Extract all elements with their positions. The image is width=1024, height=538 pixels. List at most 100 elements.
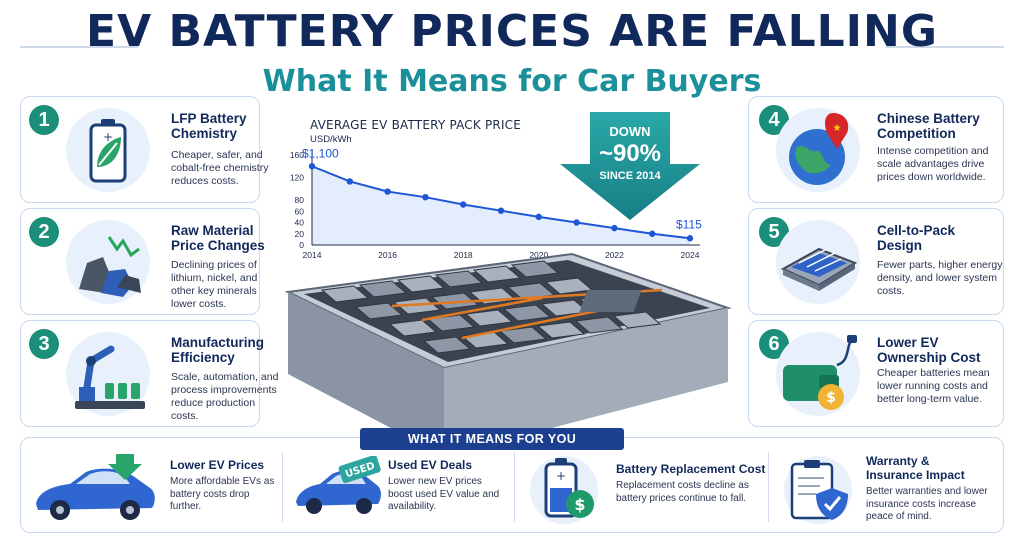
car-down-arrow-icon xyxy=(36,454,155,520)
card-lfp: 1 + LFP Battery Chemistry Cheaper, safer… xyxy=(20,96,268,203)
divider xyxy=(514,452,515,522)
bottom-item-text: More affordable EVs as battery costs dro… xyxy=(170,476,275,512)
battery-cell xyxy=(422,336,472,354)
battery-cell xyxy=(502,304,552,322)
card-title: Cell-to-Pack Design xyxy=(877,223,956,253)
card-title: Manufacturing Efficiency xyxy=(171,335,264,365)
bottom-item-text: Replacement costs decline as battery pri… xyxy=(616,480,749,504)
card-title: Chinese Battery Competition xyxy=(877,111,980,141)
y-tick-label: 40 xyxy=(295,218,305,228)
bottom-item-text: Better warranties and lower insurance co… xyxy=(866,486,988,522)
bottom-item-title: Used EV Deals xyxy=(388,458,473,472)
clipboard-shield-icon xyxy=(784,456,852,524)
data-point xyxy=(308,163,316,170)
battery-cell xyxy=(426,314,476,332)
data-point xyxy=(686,235,694,242)
battery-cell xyxy=(536,321,586,339)
card-manufacturing: 3 Manufacturing Efficiency Scale, automa… xyxy=(20,320,278,427)
card-number: 2 xyxy=(29,217,59,247)
section-heading: WHAT IT MEANS FOR YOU xyxy=(360,428,624,450)
battery-cell xyxy=(392,297,442,315)
page-subtitle: What It Means for Car Buyers xyxy=(262,64,762,99)
used-car-tag-icon: USED xyxy=(296,456,381,514)
x-tick-label: 2022 xyxy=(605,250,624,260)
annotation-end: $115 xyxy=(676,217,702,231)
card-text: Scale, automation, and process improveme… xyxy=(171,371,279,422)
battery-cell xyxy=(498,326,548,344)
callout-down: DOWN xyxy=(609,124,651,139)
battery-cell xyxy=(320,285,370,303)
battery-pack-illustration xyxy=(284,252,732,456)
chart-ylabel: USD/kWh xyxy=(310,134,352,145)
card-text: Fewer parts, higher energy density, and … xyxy=(877,259,1003,297)
svg-text:$: $ xyxy=(826,390,836,406)
card-title: LFP Battery Chemistry xyxy=(171,111,247,141)
card-text: Intense competition and scale advantages… xyxy=(877,145,989,183)
card-text: Cheaper, safer, and cobalt-free chemistr… xyxy=(171,149,269,187)
card-number: 3 xyxy=(29,329,59,359)
card-text: Cheaper batteries mean lower running cos… xyxy=(877,367,990,405)
card-china: 4 ★ Chinese Battery Competition Intense … xyxy=(748,96,1004,203)
title-rule-right xyxy=(886,46,1004,48)
battery-cell xyxy=(434,270,484,288)
card-raw-materials: 2 Raw Material Price Changes Declining p… xyxy=(20,208,265,315)
svg-text:+: + xyxy=(556,469,566,483)
wallet-plug-icon: $ xyxy=(776,332,860,416)
annotation-start: $1,100 xyxy=(302,146,339,160)
battery-cell xyxy=(464,309,514,327)
data-point xyxy=(497,207,505,214)
robot-arm-icon xyxy=(66,332,150,416)
divider xyxy=(768,452,769,522)
battery-cell xyxy=(354,302,404,320)
data-point xyxy=(384,188,391,195)
card-title: Raw Material Price Changes xyxy=(171,223,265,253)
card-ownership-cost: 6 $ Lower EV Ownership Cost Cheaper batt… xyxy=(748,320,1004,427)
chart-title: AVERAGE EV BATTERY PACK PRICE xyxy=(310,118,522,132)
battery-dollar-icon: + $ xyxy=(530,456,598,524)
data-point xyxy=(460,201,467,208)
svg-text:$: $ xyxy=(574,495,585,514)
bottom-item-title: Warranty & Insurance Impact xyxy=(866,454,965,482)
bottom-item-title: Lower EV Prices xyxy=(170,458,265,472)
y-tick-label: 120 xyxy=(290,173,304,183)
card-text: Declining prices of lithium, nickel, and… xyxy=(171,259,258,310)
x-tick-label: 2018 xyxy=(454,250,473,260)
x-tick-label: 2020 xyxy=(529,250,548,260)
battery-cell xyxy=(574,316,624,334)
data-point xyxy=(346,178,353,185)
y-tick-label: 20 xyxy=(295,229,305,239)
callout-percent: ~90% xyxy=(598,140,662,167)
svg-text:+: + xyxy=(103,130,113,144)
battery-cell xyxy=(472,265,522,283)
battery-cell xyxy=(612,311,662,329)
y-tick-label: 80 xyxy=(295,195,305,205)
data-point xyxy=(422,193,429,201)
data-point xyxy=(573,219,580,226)
battery-cell xyxy=(510,260,560,278)
battery-cell xyxy=(430,292,480,310)
down-arrow-icon xyxy=(560,112,700,220)
data-point xyxy=(649,230,656,237)
bottom-item-title: Battery Replacement Cost xyxy=(616,462,766,476)
what-it-means-panel xyxy=(20,437,1004,533)
battery-pack-icon xyxy=(776,220,860,304)
battery-leaf-icon: + xyxy=(66,108,150,192)
globe-pin-icon: ★ xyxy=(776,108,860,192)
card-number: 1 xyxy=(29,105,59,135)
x-tick-label: 2016 xyxy=(378,250,397,260)
data-point xyxy=(611,224,618,232)
card-cell-to-pack: 5 Cell-to-Pack Design Fewer parts, highe… xyxy=(748,208,1004,315)
x-tick-label: 2014 xyxy=(303,250,322,260)
page-title: EV BATTERY PRICES ARE FALLING xyxy=(86,6,938,57)
battery-cell xyxy=(396,275,446,293)
svg-text:★: ★ xyxy=(833,123,842,134)
card-title: Lower EV Ownership Cost xyxy=(877,335,981,365)
battery-cell xyxy=(358,280,408,298)
title-rule-left xyxy=(20,46,138,48)
divider xyxy=(282,452,283,522)
callout-since: SINCE 2014 xyxy=(599,170,661,182)
minerals-icon xyxy=(66,220,150,304)
y-tick-label: 60 xyxy=(295,206,305,216)
x-tick-label: 2024 xyxy=(681,250,700,260)
battery-cell xyxy=(506,282,556,300)
